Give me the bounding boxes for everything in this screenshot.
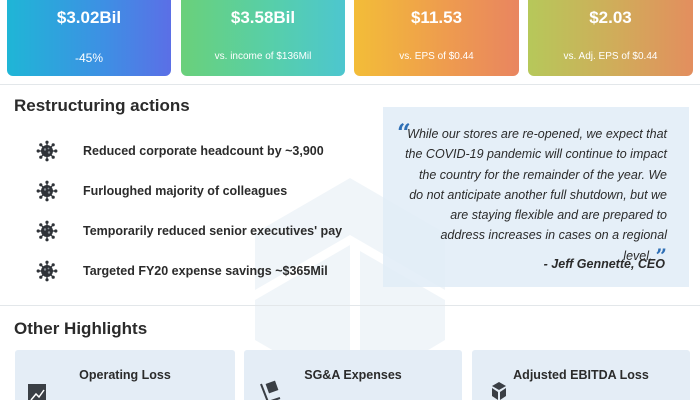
highlight-card-sga-expenses: SG&A Expenses <box>244 350 462 400</box>
highlight-card-label: Operating Loss <box>79 368 171 382</box>
metric-value: $11.53 <box>410 8 463 27</box>
highlight-card-adjusted-ebitda-loss: Adjusted EBITDA Loss <box>472 350 690 400</box>
quote-author: - Jeff Gennette, CEO <box>543 257 665 271</box>
metric-subtext: vs. Adj. EPS of $0.44 <box>563 51 658 62</box>
restructuring-item: Temporarily reduced senior executives' p… <box>36 220 356 244</box>
restructuring-item: Furloughed majority of colleagues <box>36 180 356 204</box>
metric-subtext: vs. EPS of $0.44 <box>399 51 474 62</box>
metric-card-net-loss: $3.58Bil vs. income of $136Mil <box>181 0 345 76</box>
metric-value: $3.58Bil <box>230 8 296 27</box>
ceo-quote-box: “ While our stores are re-opened, we exp… <box>383 107 689 287</box>
restructuring-title: Restructuring actions <box>14 96 190 115</box>
restructuring-item-label: Targeted FY20 expense savings ~$365Mil <box>83 264 328 278</box>
open-quote-icon: “ <box>397 118 411 147</box>
metric-card-revenue: $3.02Bil -45% <box>7 0 171 76</box>
metric-value: $3.02Bil <box>56 8 122 27</box>
restructuring-item-label: Furloughed majority of colleagues <box>83 184 288 198</box>
virus-icon <box>36 260 58 282</box>
highlight-card-label: SG&A Expenses <box>304 368 402 382</box>
section-divider <box>0 305 700 306</box>
metric-value: $2.03 <box>589 8 632 27</box>
boxes-icon <box>492 382 506 400</box>
highlight-card-label: Adjusted EBITDA Loss <box>513 368 649 382</box>
chart-icon <box>28 384 46 400</box>
close-quote-icon: ” <box>655 243 667 268</box>
metric-subtext: -45% <box>74 51 103 65</box>
highlight-card-operating-loss: Operating Loss <box>15 350 235 400</box>
virus-icon <box>36 180 58 202</box>
hand-truck-icon <box>260 380 281 400</box>
restructuring-item-label: Temporarily reduced senior executives' p… <box>83 224 343 238</box>
virus-icon <box>36 220 58 242</box>
restructuring-item-label: Reduced corporate headcount by ~3,900 <box>83 144 324 158</box>
restructuring-item: Targeted FY20 expense savings ~$365Mil <box>36 260 356 284</box>
restructuring-item: Reduced corporate headcount by ~3,900 <box>36 140 356 164</box>
metric-card-adj-eps: $2.03 vs. Adj. EPS of $0.44 <box>528 0 693 76</box>
metric-card-eps: $11.53 vs. EPS of $0.44 <box>354 0 519 76</box>
metrics-row: $3.02Bil -45% $3.58Bil vs. income of $13… <box>0 0 700 76</box>
quote-text: While our stores are re-opened, we expec… <box>405 127 667 263</box>
section-divider <box>0 84 700 85</box>
highlights-title: Other Highlights <box>14 319 148 338</box>
metric-subtext: vs. income of $136Mil <box>214 51 312 62</box>
quote-text-block: While our stores are re-opened, we expec… <box>405 124 667 266</box>
virus-icon <box>36 140 58 162</box>
